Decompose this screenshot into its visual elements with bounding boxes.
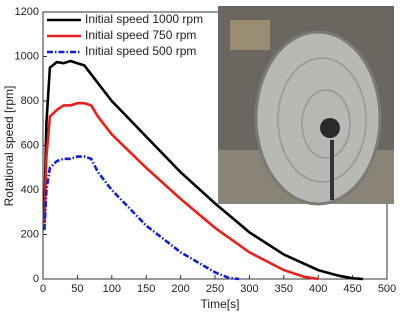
plot-area: 0 50 100 150 200 250 300 350 400 450 500 0 200 400 600…: [15, 6, 397, 295]
legend-label: Initial speed 500 rpm: [85, 44, 196, 58]
y-tick-label: 400: [21, 184, 39, 196]
photo-disc-ring: [277, 57, 367, 183]
x-tick-label: 50: [71, 283, 83, 295]
legend: Initial speed 1000 rpm Initial speed 750 …: [47, 12, 203, 58]
photo-disc: [254, 30, 382, 206]
x-tick-label: 150: [137, 283, 155, 295]
series-line: [43, 101, 319, 281]
x-tick-label: 500: [378, 283, 396, 295]
x-axis-label: Time[s]: [201, 297, 240, 311]
x-tick-label: 300: [240, 283, 258, 295]
legend-label: Initial speed 1000 rpm: [85, 12, 203, 26]
y-axis-label: Rotational speed [rpm]: [2, 86, 16, 207]
x-tick-label: 0: [40, 283, 46, 295]
y-tick-label: 0: [33, 273, 39, 285]
x-tick-label: 250: [206, 283, 224, 295]
x-tick-label: 350: [275, 283, 293, 295]
y-tick-label: 1200: [15, 6, 39, 18]
legend-label: Initial speed 750 rpm: [85, 28, 196, 42]
photo-object: [230, 20, 270, 50]
x-tick-label: 450: [343, 283, 361, 295]
x-tick-label: 400: [309, 283, 327, 295]
photo-hub: [320, 118, 340, 138]
photo-stand: [330, 140, 334, 200]
series-line: [43, 155, 240, 281]
inset-photo: [218, 6, 394, 206]
y-tick-label: 600: [21, 139, 39, 151]
y-tick-label: 800: [21, 95, 39, 107]
x-tick-label: 200: [171, 283, 189, 295]
series-line: [43, 59, 363, 281]
photo-disc-ring: [301, 89, 351, 159]
y-tick-label: 200: [21, 228, 39, 240]
x-tick-label: 100: [103, 283, 121, 295]
y-tick-label: 1000: [15, 50, 39, 62]
